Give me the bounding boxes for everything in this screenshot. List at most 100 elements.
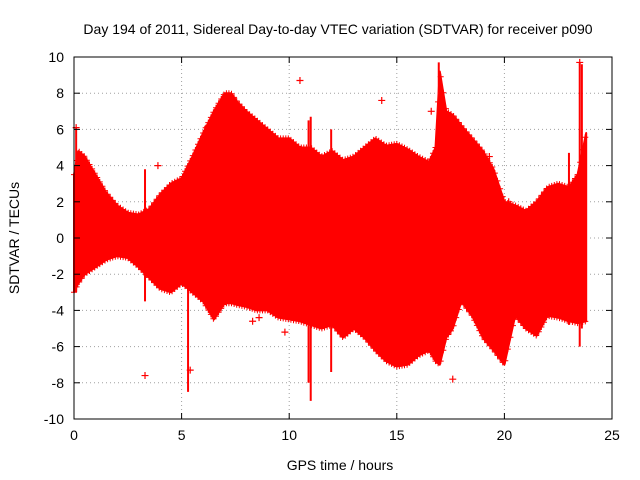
edge-marker — [486, 159, 493, 166]
edge-marker — [453, 314, 460, 321]
edge-marker — [494, 177, 501, 184]
y-tick-label: -6 — [52, 339, 65, 355]
edge-marker — [151, 199, 158, 206]
edge-marker — [417, 351, 423, 358]
edge-marker — [468, 134, 475, 141]
edge-marker — [109, 197, 116, 204]
edge-marker — [210, 109, 217, 116]
edge-marker — [559, 315, 566, 322]
edge-marker — [347, 154, 354, 161]
edge-marker — [543, 314, 550, 321]
edge-marker — [368, 342, 374, 349]
edge-marker — [76, 279, 83, 285]
edge-marker — [460, 125, 467, 132]
outlier-point — [505, 198, 513, 206]
edge-marker — [182, 168, 188, 175]
edge-marker — [91, 170, 98, 177]
edge-marker — [440, 347, 447, 354]
edge-marker — [102, 257, 108, 264]
edge-marker — [225, 90, 232, 97]
edge-marker — [556, 315, 563, 322]
edge-marker — [107, 194, 114, 201]
edge-marker — [510, 322, 516, 329]
edge-marker — [401, 144, 408, 151]
edge-marker — [538, 324, 545, 330]
edge-marker — [582, 134, 589, 141]
edge-marker — [422, 157, 429, 163]
edge-marker — [466, 131, 473, 138]
y-tick-label: 10 — [48, 49, 64, 65]
outlier-point — [485, 153, 493, 161]
edge-marker — [236, 101, 243, 108]
outlier-point — [576, 58, 584, 66]
y-tick-label: -10 — [44, 411, 64, 427]
outlier-point — [449, 375, 457, 383]
edge-marker — [471, 317, 478, 324]
data-layer — [71, 58, 589, 401]
edge-marker — [233, 301, 240, 308]
y-tick-label: 4 — [56, 158, 64, 174]
outlier-point — [378, 96, 386, 104]
edge-marker — [148, 203, 155, 210]
edge-marker — [378, 353, 385, 360]
edge-marker — [215, 309, 222, 316]
x-tick-label: 20 — [497, 427, 513, 443]
x-tick-label: 0 — [70, 427, 78, 443]
edge-marker — [463, 305, 470, 312]
edge-marker — [215, 100, 222, 107]
edge-marker — [251, 306, 258, 313]
edge-marker — [430, 353, 436, 360]
edge-marker — [313, 323, 320, 330]
edge-marker — [510, 201, 516, 208]
outlier-point — [427, 107, 435, 115]
outlier-point — [296, 77, 304, 85]
edge-marker — [468, 312, 475, 319]
edge-marker — [442, 105, 449, 112]
edge-marker — [417, 154, 423, 161]
edge-marker — [494, 352, 501, 359]
edge-markers — [71, 73, 589, 370]
data-envelope — [73, 70, 588, 368]
edge-marker — [582, 318, 589, 325]
edge-marker — [176, 281, 183, 288]
edge-marker — [324, 323, 331, 330]
edge-marker — [174, 177, 181, 184]
edge-marker — [422, 349, 429, 356]
edge-marker — [156, 192, 163, 199]
edge-marker — [300, 319, 307, 326]
edge-marker — [200, 298, 207, 305]
edge-marker — [241, 303, 248, 310]
edge-marker — [460, 301, 467, 308]
edge-marker — [551, 182, 558, 188]
y-tick-label: 2 — [56, 194, 64, 210]
edge-marker — [213, 104, 219, 111]
edge-marker — [445, 331, 452, 338]
edge-marker — [161, 287, 168, 294]
edge-marker — [507, 334, 514, 341]
edge-marker — [145, 274, 152, 281]
edge-marker — [476, 144, 483, 151]
edge-marker — [455, 306, 462, 313]
edge-marker — [471, 138, 478, 144]
y-tick-label: -4 — [52, 302, 65, 318]
edge-marker — [112, 200, 119, 207]
edge-marker — [213, 313, 219, 320]
edge-marker — [393, 140, 400, 147]
edge-marker — [161, 187, 168, 194]
edge-marker — [184, 163, 191, 170]
edge-marker — [192, 147, 199, 153]
edge-marker — [535, 328, 542, 335]
edge-marker — [538, 192, 545, 199]
edge-marker — [334, 328, 341, 334]
edge-marker — [321, 324, 328, 331]
outlier-point — [281, 328, 289, 336]
chart-title: Day 194 of 2011, Sidereal Day-to-day VTE… — [83, 21, 592, 37]
edge-marker — [548, 182, 555, 189]
edge-marker — [202, 302, 209, 309]
axis-ticks: 0 5 10 15 20 25 -10 -8 -6 -4 -2 0 2 4 6 8 10 — [44, 49, 620, 443]
edge-marker — [373, 348, 380, 355]
edge-marker — [466, 308, 473, 315]
edge-marker — [145, 206, 152, 213]
edge-marker — [375, 350, 382, 357]
